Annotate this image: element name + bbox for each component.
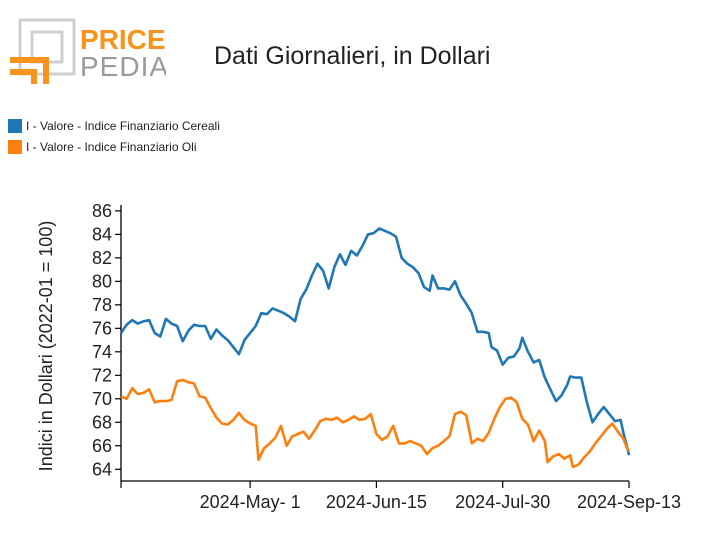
y-axis: 64 66 68 70 72 74 76 78 80 82 84 86 — [92, 201, 122, 481]
pricepedia-logo: PRICE PEDIA — [6, 18, 168, 98]
logo-word-price: PRICE — [80, 24, 166, 55]
legend-label-oli: I - Valore - Indice Finanziario Oli — [26, 140, 197, 154]
y-tick-label: 84 — [92, 224, 112, 244]
legend-label-cereali: I - Valore - Indice Finanziario Cereali — [26, 119, 220, 133]
y-tick-label: 66 — [92, 436, 112, 456]
series-line-oli — [120, 378, 631, 469]
series-line-cereali — [119, 227, 631, 456]
legend-item-oli: I - Valore - Indice Finanziario Oli — [8, 140, 197, 154]
legend-swatch-cereali — [8, 119, 22, 133]
y-tick-label: 86 — [92, 201, 112, 221]
chart-title: Dati Giornalieri, in Dollari — [214, 42, 491, 70]
y-tick-label: 80 — [92, 271, 112, 291]
legend-swatch-oli — [8, 140, 22, 154]
y-tick-label: 74 — [92, 342, 112, 362]
logo-mark-icon: PRICE PEDIA — [10, 18, 168, 84]
y-tick-label: 76 — [92, 318, 112, 338]
y-tick-label: 82 — [92, 248, 112, 268]
series-layer — [119, 227, 631, 469]
x-axis: 2024-May- 1 2024-Jun-15 2024-Jul-30 2024-Se… — [120, 480, 681, 512]
legend-item-cereali: I - Valore - Indice Finanziario Cereali — [8, 119, 220, 133]
y-tick-label: 68 — [92, 412, 112, 432]
y-tick-label: 78 — [92, 295, 112, 315]
y-axis-title: Indici in Dollari (2022-01 = 100) — [36, 221, 56, 472]
x-tick-label: 2024-May- 1 — [200, 492, 301, 512]
y-tick-label: 70 — [92, 389, 112, 409]
y-tick-label: 72 — [92, 365, 112, 385]
logo-word-pedia: PEDIA — [80, 51, 166, 82]
x-tick-label: 2024-Jul-30 — [455, 492, 550, 512]
x-tick-label: 2024-Sep-13 — [577, 492, 681, 512]
x-tick-label: 2024-Jun-15 — [326, 492, 427, 512]
y-tick-label: 64 — [92, 459, 112, 479]
